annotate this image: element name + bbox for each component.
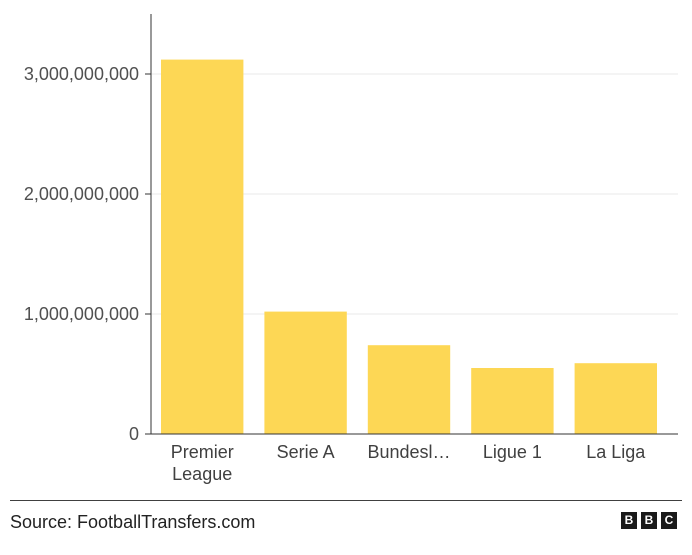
- x-category-label: Ligue 1: [483, 442, 542, 462]
- y-tick-label: 0: [129, 424, 139, 444]
- y-axis-ticks: 0 1,000,000,000 2,000,000,000 3,000,000,000: [24, 64, 151, 444]
- bar: [574, 363, 657, 434]
- y-tick-label: 1,000,000,000: [24, 304, 139, 324]
- footer-divider: [10, 500, 682, 501]
- y-tick-label: 2,000,000,000: [24, 184, 139, 204]
- x-category-label: La Liga: [586, 442, 646, 462]
- bbc-logo-block-1: B: [621, 512, 637, 529]
- bars: [161, 59, 657, 434]
- bbc-logo-block-3: C: [661, 512, 677, 529]
- bar: [471, 368, 554, 434]
- x-category-label: Serie A: [277, 442, 335, 462]
- bbc-logo: B B C: [621, 512, 677, 529]
- bar: [367, 345, 451, 434]
- bar-chart: 0 1,000,000,000 2,000,000,000 3,000,000,000…: [24, 14, 678, 484]
- x-category-label: Premier: [171, 442, 234, 462]
- x-category-label: League: [172, 464, 232, 484]
- bar: [161, 59, 244, 434]
- bar: [264, 311, 347, 434]
- bbc-logo-block-2: B: [641, 512, 657, 529]
- y-tick-label: 3,000,000,000: [24, 64, 139, 84]
- source-note: Source: FootballTransfers.com: [10, 512, 256, 532]
- x-category-label: Bundesl…: [367, 442, 450, 462]
